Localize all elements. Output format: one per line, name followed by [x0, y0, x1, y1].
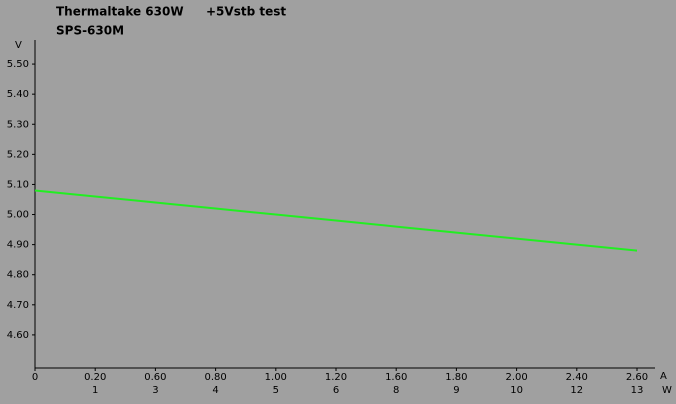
chart-subtitle: +5Vstb test	[206, 5, 286, 19]
x-tick-label: 1.00	[265, 372, 287, 383]
x2-tick-label: 8	[393, 385, 399, 396]
chart-title: Thermaltake 630W	[56, 5, 184, 19]
data-line	[34, 189, 638, 252]
x2-tick-label: 5	[273, 385, 279, 396]
y-tick-label: 5.20	[7, 149, 29, 160]
x-tick-label: 1.80	[445, 372, 467, 383]
x2-tick-label: 12	[570, 385, 583, 396]
y-tick-label: 5.40	[7, 89, 29, 100]
x-tick-label: 1.60	[385, 372, 407, 383]
x-tick-label: 0.80	[204, 372, 226, 383]
x-tick-label: 1.20	[325, 372, 347, 383]
model-name: SPS-630M	[56, 24, 124, 38]
y-tick-label: 4.90	[7, 240, 29, 251]
x-tick-label: 0	[32, 372, 38, 383]
x-tick-label: 0.20	[84, 372, 106, 383]
x2-tick-label: 10	[510, 385, 523, 396]
x2-tick-label: 3	[152, 385, 158, 396]
x2-tick-label: 1	[92, 385, 98, 396]
y-tick-label: 5.30	[7, 119, 29, 130]
x-tick-label: 2.60	[626, 372, 648, 383]
x2-axis-label: W	[662, 385, 672, 396]
y-tick-label: 5.00	[7, 210, 29, 221]
x-tick-label: 2.00	[505, 372, 527, 383]
x-tick-label: 0.60	[144, 372, 166, 383]
y-tick-label: 5.10	[7, 179, 29, 190]
y-tick-label: 4.60	[7, 330, 29, 341]
x-tick-label: 2.40	[566, 372, 588, 383]
y-tick-label: 4.70	[7, 300, 29, 311]
x2-tick-label: 9	[453, 385, 459, 396]
y-tick-label: 4.80	[7, 270, 29, 281]
x2-tick-label: 13	[631, 385, 644, 396]
x-axis-label: A	[660, 371, 667, 382]
x2-tick-label: 6	[333, 385, 339, 396]
x2-tick-label: 4	[212, 385, 218, 396]
y-tick-label: 5.50	[7, 59, 29, 70]
y-axis-label: V	[15, 40, 22, 51]
